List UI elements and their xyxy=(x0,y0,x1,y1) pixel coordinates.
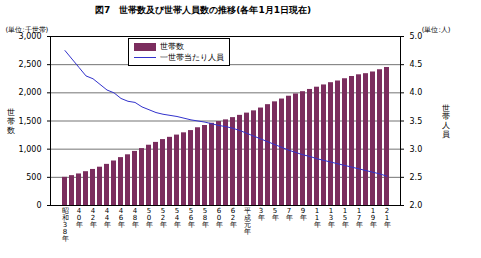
svg-text:48年: 48年 xyxy=(132,207,139,229)
svg-text:40年: 40年 xyxy=(76,207,83,229)
svg-text:15年: 15年 xyxy=(342,207,349,229)
svg-text:58年: 58年 xyxy=(202,207,209,229)
svg-text:44年: 44年 xyxy=(104,207,111,229)
svg-text:2,500: 2,500 xyxy=(19,60,42,69)
svg-text:46年: 46年 xyxy=(118,207,125,229)
svg-text:62年: 62年 xyxy=(230,207,237,229)
svg-text:4.0: 4.0 xyxy=(410,88,423,97)
svg-text:9年: 9年 xyxy=(300,207,307,222)
svg-text:54年: 54年 xyxy=(174,207,181,229)
svg-text:42年: 42年 xyxy=(90,207,97,229)
svg-text:11年: 11年 xyxy=(314,207,321,229)
svg-text:3.5: 3.5 xyxy=(410,117,423,126)
svg-text:3年: 3年 xyxy=(258,207,265,222)
svg-text:5.0: 5.0 xyxy=(410,32,423,41)
svg-text:52年: 52年 xyxy=(160,207,167,229)
html-text:一世帯当たり人員: 一世帯当たり人員 xyxy=(160,53,224,62)
svg-text:世帯人員: 世帯人員 xyxy=(442,104,450,139)
svg-text:2.0: 2.0 xyxy=(410,201,423,210)
svg-text:13年: 13年 xyxy=(328,207,335,229)
svg-text:3,000: 3,000 xyxy=(18,32,42,42)
html-text:図7 世帯数及び世帯人員数の推移(各年1月1日現在): 図7 世帯数及び世帯人員数の推移(各年1月1日現在) xyxy=(95,5,311,15)
svg-text:7年: 7年 xyxy=(286,207,293,222)
svg-text:(単位:人): (単位:人) xyxy=(422,26,451,34)
svg-text:50年: 50年 xyxy=(146,207,153,229)
svg-text:1,500: 1,500 xyxy=(19,117,42,126)
svg-text:5年: 5年 xyxy=(272,207,279,222)
html-text:世帯数: 世帯数 xyxy=(160,42,184,51)
svg-text:昭和38年: 昭和38年 xyxy=(62,207,69,243)
svg-text:21年: 21年 xyxy=(384,207,391,229)
svg-text:2.5: 2.5 xyxy=(410,173,423,182)
svg-text:60年: 60年 xyxy=(216,207,223,229)
svg-text:(単位:千世帯): (単位:千世帯) xyxy=(6,26,49,34)
svg-text:0: 0 xyxy=(36,201,41,210)
svg-text:19年: 19年 xyxy=(370,207,377,229)
svg-text:4.5: 4.5 xyxy=(410,60,423,69)
svg-text:平成元年: 平成元年 xyxy=(244,207,251,236)
svg-text:世帯数: 世帯数 xyxy=(7,108,15,135)
svg-text:500: 500 xyxy=(26,173,41,182)
svg-text:3.0: 3.0 xyxy=(410,145,423,154)
svg-text:56年: 56年 xyxy=(188,207,195,229)
svg-text:2,000: 2,000 xyxy=(19,88,42,97)
svg-text:17年: 17年 xyxy=(356,207,363,229)
svg-text:1,000: 1,000 xyxy=(19,145,42,154)
